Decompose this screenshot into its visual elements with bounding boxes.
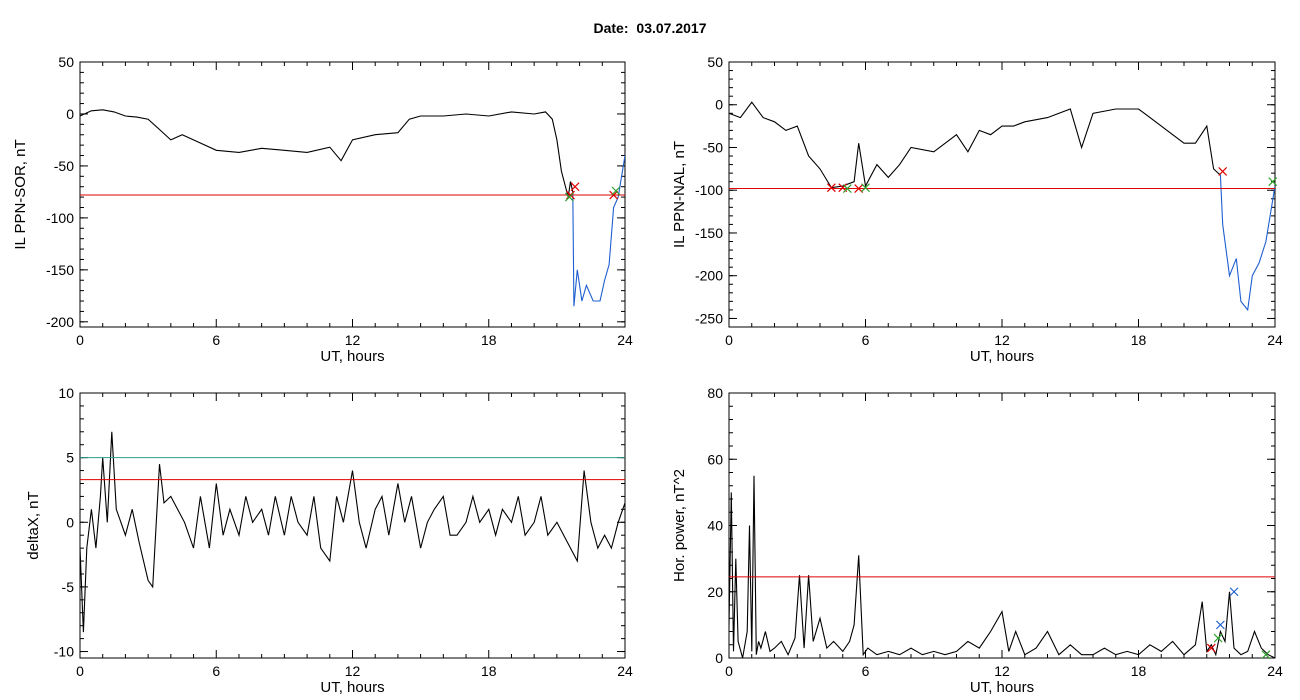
plot-frame — [728, 61, 1276, 328]
y-tick-label: -50 — [54, 158, 74, 174]
x-tick-label: 18 — [481, 332, 497, 348]
panel-nal: 0 6 12 18 24 50 0 -50 -100 -150 -200 -250 UT, hours I… — [671, 54, 1283, 365]
y-tick-label: -250 — [695, 310, 723, 326]
y-axis-label: IL PPN-SOR, nT — [12, 139, 29, 249]
panel-deltax: 0 6 12 18 24 10 5 0 -5 -10 UT, hours deltaX, nT — [25, 385, 633, 696]
event-marker-green — [1261, 650, 1271, 660]
y-tick-label: -10 — [54, 644, 74, 660]
x-tick-label: 0 — [76, 663, 84, 679]
date-label: Date: — [593, 20, 629, 36]
y-tick-label: 0 — [66, 106, 74, 122]
y-tick-label: -50 — [703, 139, 723, 155]
x-tick-label: 6 — [862, 663, 870, 679]
x-axis-label: UT, hours — [970, 679, 1034, 696]
series-line-black — [729, 475, 1275, 658]
x-tick-label: 6 — [212, 332, 220, 348]
event-marker-green — [861, 183, 870, 193]
event-marker-green — [1268, 177, 1278, 187]
y-tick-label: -100 — [46, 210, 74, 226]
x-tick-label: 12 — [345, 663, 361, 679]
panel-hor-power: 0 6 12 18 24 80 60 40 20 0 UT, hours Hor. power, nT… — [671, 385, 1283, 696]
event-marker-green — [1213, 633, 1223, 643]
plot-frame — [79, 392, 626, 659]
y-tick-label: -100 — [695, 182, 723, 198]
plot-frame — [79, 61, 626, 328]
event-marker-red — [566, 190, 575, 200]
y-tick-label: 50 — [58, 54, 74, 70]
x-tick-label: 12 — [345, 332, 361, 348]
y-tick-label: 10 — [58, 385, 74, 401]
x-tick-label: 0 — [725, 332, 733, 348]
y-tick-label: 0 — [66, 514, 74, 530]
event-marker-red — [570, 182, 580, 192]
event-marker-green — [611, 186, 621, 196]
event-marker-green — [564, 192, 574, 202]
y-tick-label: 0 — [715, 650, 723, 666]
series-line-black — [729, 101, 1221, 189]
y-tick-label: 5 — [66, 450, 74, 466]
x-tick-label: 24 — [617, 663, 633, 679]
x-tick-label: 12 — [994, 663, 1010, 679]
event-marker-blue — [1229, 587, 1239, 597]
x-axis-label: UT, hours — [320, 679, 384, 696]
x-tick-label: 6 — [212, 663, 220, 679]
y-tick-label: -150 — [46, 262, 74, 278]
series-line-black — [80, 109, 574, 198]
x-tick-label: 18 — [1131, 332, 1147, 348]
y-axis-label: deltaX, nT — [25, 491, 42, 559]
event-marker-red — [609, 190, 619, 200]
y-tick-label: 50 — [707, 54, 723, 70]
x-tick-label: 0 — [76, 332, 84, 348]
x-tick-label: 24 — [1267, 663, 1283, 679]
x-tick-label: 18 — [1131, 663, 1147, 679]
y-axis-label: Hor. power, nT^2 — [671, 469, 688, 582]
page-title: Date: 03.07.2017 — [0, 20, 1300, 36]
x-tick-label: 6 — [862, 332, 870, 348]
x-tick-label: 0 — [725, 663, 733, 679]
event-marker-red — [826, 183, 836, 193]
event-marker-red — [1218, 166, 1228, 176]
event-marker-red — [1206, 643, 1216, 653]
x-axis-label: UT, hours — [320, 348, 384, 365]
y-tick-label: 0 — [715, 97, 723, 113]
y-tick-label: -5 — [62, 579, 75, 595]
y-tick-label: 40 — [707, 518, 723, 534]
series-line-blue — [1219, 174, 1275, 312]
panel-sor: 0 6 12 18 24 50 0 -50 -100 -150 -200 UT, hours IL PP… — [12, 54, 633, 365]
y-tick-label: -200 — [46, 314, 74, 330]
event-marker-green — [842, 184, 852, 193]
series-line-black — [80, 431, 625, 633]
event-marker-blue — [1215, 620, 1225, 630]
x-tick-label: 24 — [1267, 332, 1283, 348]
y-tick-label: -150 — [695, 225, 723, 241]
y-tick-label: 80 — [707, 385, 723, 401]
y-tick-label: 60 — [707, 451, 723, 467]
plot-frame — [728, 392, 1276, 659]
x-tick-label: 12 — [994, 332, 1010, 348]
x-axis-label: UT, hours — [970, 348, 1034, 365]
y-tick-label: -200 — [695, 268, 723, 284]
x-tick-label: 24 — [617, 332, 633, 348]
y-tick-label: 20 — [707, 584, 723, 600]
series-line-blue — [572, 155, 625, 307]
x-tick-label: 18 — [481, 663, 497, 679]
y-axis-label: IL PPN-NAL, nT — [671, 141, 688, 248]
date-value: 03.07.2017 — [636, 20, 707, 36]
